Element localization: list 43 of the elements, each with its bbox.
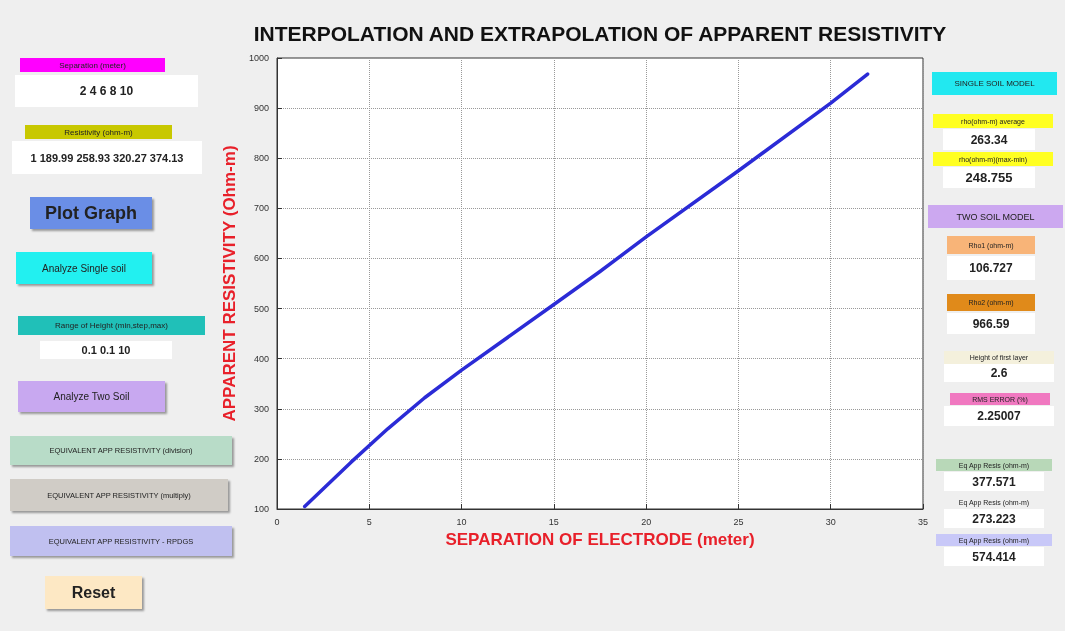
y-tick-label: 100: [253, 504, 269, 514]
text: Analyze Single soil: [16, 252, 152, 284]
line-series: [302, 72, 870, 509]
y-tick-label: 200: [253, 453, 269, 464]
y-tick-label: 300: [253, 403, 269, 414]
y-tick-label: 700: [253, 203, 269, 214]
chart-title: INTERPOLATION AND EXTRAPOLATION OF APPARENT RESISTIVITY: [253, 22, 947, 45]
text: Resistivity (ohm-m): [25, 125, 172, 139]
text: TWO SOIL MODEL: [928, 205, 1063, 228]
y-tick-label: 600: [253, 253, 269, 264]
y-tick-label: 400: [253, 353, 269, 364]
x-tick-label: 30: [825, 516, 836, 527]
x-tick-label: 0: [274, 516, 280, 527]
text: 966.59: [947, 313, 1035, 334]
text: 106.727: [947, 256, 1035, 280]
text: 2.6: [944, 364, 1054, 382]
x-tick-label: 20: [641, 516, 652, 527]
y-axis-title: APPARENT RESISTIVITY (Ohm-m): [220, 145, 240, 422]
x-tick-label: 15: [548, 516, 559, 527]
text: 377.571: [944, 472, 1044, 491]
text: 0.1 0.1 10: [40, 341, 172, 359]
text: Separation (meter): [20, 58, 165, 72]
x-tick-label: 35: [917, 516, 929, 527]
y-tick-label: 800: [253, 153, 269, 164]
x-tick-label: 25: [733, 516, 744, 527]
y-tick-label: 900: [253, 103, 269, 114]
text: 273.223: [944, 509, 1044, 528]
text: 263.34: [943, 129, 1035, 150]
x-axis-title: SEPARATION OF ELECTRODE (meter): [445, 530, 755, 549]
text: 2.25007: [944, 406, 1054, 426]
text: 2 4 6 8 10: [15, 75, 198, 107]
text: Analyze Two Soil: [18, 381, 165, 412]
y-tick-label: 500: [253, 303, 269, 314]
text: 574.414: [944, 547, 1044, 566]
text: Reset: [45, 576, 142, 609]
y-tick-label: 1000: [248, 53, 269, 63]
text: 248.755: [943, 167, 1035, 188]
text: Range of Height (min,step,max): [18, 316, 205, 335]
x-tick-label: 10: [456, 516, 467, 527]
text: SINGLE SOIL MODEL: [932, 72, 1057, 95]
text: Plot Graph: [30, 197, 152, 229]
x-tick-label: 5: [366, 516, 372, 527]
text: 1 189.99 258.93 320.27 374.13: [12, 141, 202, 174]
